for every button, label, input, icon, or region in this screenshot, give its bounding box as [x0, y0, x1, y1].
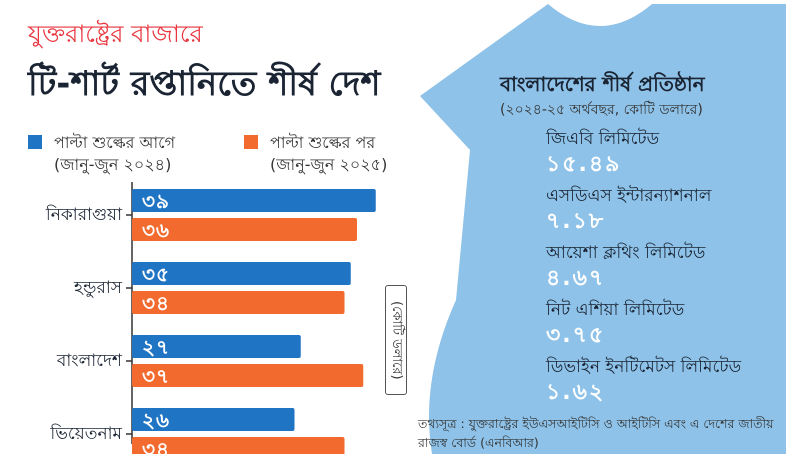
company-value: ৭.১৮	[546, 209, 606, 234]
bar	[132, 408, 295, 431]
legend-period-before: (জানু-জুন ২০২৪)	[54, 155, 172, 174]
bar-value-label: ৩৭	[142, 364, 170, 388]
bar-chart: নিকারাগুয়া ৩৯ ৩৬ হন্ডুরাস ৩৫ ৩৪ বাংলাদেশ ২৭ ৩৭ ভ…	[45, 182, 376, 454]
legend-item-after: পাল্টা শুল্কের পর (জানু-জুন ২০২৫)	[244, 132, 387, 176]
company-value: ৪.৬৭	[546, 266, 606, 291]
tshirt-shape	[420, 4, 786, 454]
bar-value-label: ৩৫	[142, 262, 170, 286]
company-name: নিট এশিয়া লিমিটেড	[546, 300, 685, 320]
company-value: ১.৬২	[546, 380, 606, 405]
bar	[132, 218, 357, 241]
legend-label-before: পাল্টা শুল্কের আগে	[54, 133, 176, 152]
bar	[132, 437, 345, 454]
bar	[132, 335, 301, 358]
bar	[132, 291, 345, 314]
legend-swatch-before	[28, 135, 42, 149]
bar-value-label: ৩৪	[142, 291, 170, 315]
category-label: বাংলাদেশ	[56, 351, 123, 371]
legend-label-after: পাল্টা শুল্কের পর	[270, 133, 376, 152]
bar	[132, 189, 376, 212]
source-note: তথ্যসূত্র : যুক্তরাষ্ট্রের ইউএসআইটিসি ও …	[418, 416, 774, 450]
bar	[132, 262, 351, 285]
category-label: হন্ডুরাস	[73, 278, 123, 298]
company-name: এসডিএস ইন্টারন্যাশনাল	[546, 186, 712, 206]
chart-title: টি-শার্ট রপ্তানিতে শীর্ষ দেশ	[28, 64, 381, 104]
company-value: ১৫.৪৯	[546, 152, 622, 177]
bar-value-label: ৩৬	[142, 218, 170, 242]
panel-title: বাংলাদেশের শীর্ষ প্রতিষ্ঠান	[500, 72, 705, 96]
category-label: ভিয়েতনাম	[49, 423, 122, 444]
legend-swatch-after	[244, 135, 258, 149]
category-label: নিকারাগুয়া	[45, 204, 123, 225]
legend-period-after: (জানু-জুন ২০২৫)	[270, 155, 388, 174]
bar-value-label: ৩৪	[142, 437, 170, 454]
company-value: ৩.৭৫	[546, 323, 606, 348]
company-name: জিএবি লিমিটেড	[546, 129, 660, 149]
chart-kicker: যুক্তরাষ্ট্রের বাজারে	[28, 20, 203, 48]
bar-value-label: ২৭	[142, 335, 170, 359]
company-name: আয়েশা ক্লথিং লিমিটেড	[546, 243, 706, 263]
company-name: ডিভাইন ইনটিমেটস লিমিটেড	[546, 357, 742, 377]
legend-item-before: পাল্টা শুল্কের আগে (জানু-জুন ২০২৪)	[28, 132, 175, 176]
bar	[132, 364, 364, 387]
bar-value-label: ২৬	[142, 408, 170, 432]
unit-label: (কোটি ডলারে)	[385, 285, 407, 395]
bar-value-label: ৩৯	[142, 189, 170, 213]
panel-subtitle: (২০২৪-২৫ অর্থবছর, কোটি ডলারে)	[500, 102, 703, 118]
